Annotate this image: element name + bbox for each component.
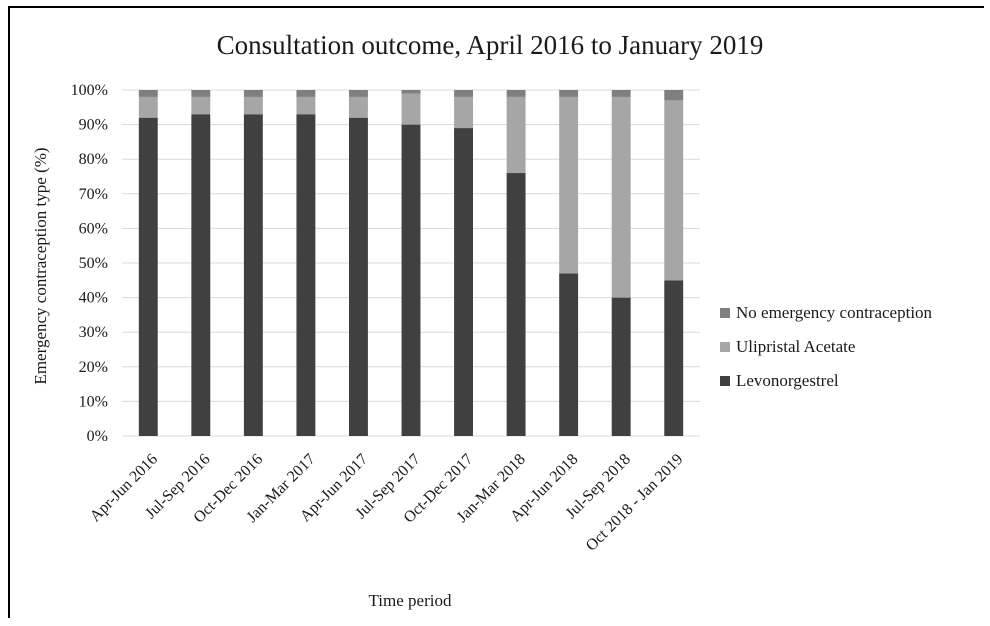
bar-segment [506, 173, 526, 437]
bar-segment [138, 96, 158, 118]
bar-segment [348, 117, 368, 437]
bar-segment [243, 96, 263, 115]
bar-segment [664, 100, 684, 281]
bar-segment [664, 280, 684, 436]
bar-segment [506, 96, 526, 174]
bar-segment [296, 96, 316, 115]
bar-segment [559, 273, 579, 436]
bar-segment [138, 90, 158, 97]
y-tick-label: 70% [79, 186, 108, 203]
bar-segment [191, 90, 211, 97]
bar-segment [454, 90, 474, 97]
y-tick-label: 30% [79, 324, 108, 341]
y-tick-label: 60% [79, 220, 108, 237]
x-axis-label: Time period [369, 591, 452, 610]
y-tick-label: 20% [79, 359, 108, 376]
bar-segment [348, 96, 368, 118]
bar-segment [243, 90, 263, 97]
y-tick-label: 0% [87, 428, 108, 445]
legend-label: Levonorgestrel [736, 371, 839, 390]
bar-segment [611, 90, 631, 97]
bar-segment [243, 114, 263, 436]
y-tick-label: 90% [79, 117, 108, 134]
y-axis-label: Emergency contraception type (%) [31, 147, 50, 384]
x-tick-label: Oct 2018 - Jan 2019 [583, 451, 687, 555]
y-tick-label: 40% [79, 290, 108, 307]
legend-swatch [720, 308, 730, 318]
bar-segment [296, 90, 316, 97]
legend-swatch [720, 342, 730, 352]
bar-segment [506, 90, 526, 97]
y-axis-ticks: 0% 10% 20% 30% 40% 50% 60% 70% 80% 90% 100% [71, 82, 108, 445]
bar-segment [296, 114, 316, 436]
y-tick-label: 10% [79, 393, 108, 410]
bar-segment [664, 90, 684, 101]
bar-segment [611, 297, 631, 436]
y-tick-label: 80% [79, 151, 108, 168]
legend-label: No emergency contraception [736, 303, 933, 322]
legend: No emergency contraception Ulipristal Ace… [720, 303, 933, 390]
bar-segment [401, 90, 421, 94]
bar-segment [401, 124, 421, 436]
bar-segment [559, 90, 579, 97]
y-tick-label: 50% [79, 255, 108, 272]
bar-segment [611, 96, 631, 298]
bar-segment [559, 96, 579, 274]
legend-label: Ulipristal Acetate [736, 337, 855, 356]
chart-frame [8, 6, 984, 618]
bar-segment [401, 93, 421, 125]
bar-segment [191, 114, 211, 436]
bar-segment [348, 90, 368, 97]
bars [138, 90, 684, 437]
chart-title: Consultation outcome, April 2016 to Janu… [217, 30, 764, 60]
y-tick-label: 100% [71, 82, 108, 99]
legend-swatch [720, 376, 730, 386]
bar-segment [138, 117, 158, 437]
bar-segment [454, 96, 474, 129]
bar-segment [454, 128, 474, 436]
bar-segment [191, 96, 211, 115]
